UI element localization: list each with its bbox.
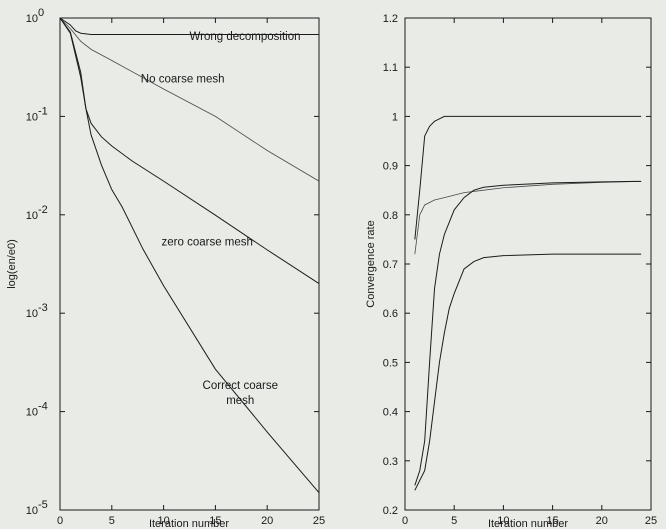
left-y-tick-label: 10	[26, 111, 38, 123]
left-series-group	[60, 18, 319, 493]
right-y-tick-label: 1.1	[383, 62, 398, 74]
left-annotation-label: Correct coarse	[203, 380, 278, 392]
right-plot-frame	[405, 18, 651, 510]
left-y-tick-exponent: 0	[38, 7, 44, 19]
right-series-group	[415, 116, 641, 490]
right-x-tick-label: 0	[402, 515, 408, 527]
left-y-tick-label: 10	[26, 210, 38, 222]
left-y-axis-label: log(en/e0)	[6, 239, 18, 289]
right-chart: 0 5 10 15 20 250.20.30.40.50.60.70.80.911.11.…	[365, 13, 657, 529]
right-ticks: 0 5 10 15 20 250.20.30.40.50.60.70.80.911.11.…	[383, 13, 657, 527]
left-plot-frame	[60, 18, 319, 510]
right-series-line-3	[415, 181, 641, 485]
left-y-tick-exponent: -2	[38, 204, 48, 216]
right-y-axis-label: Convergence rate	[365, 220, 377, 307]
left-series-line-4	[60, 18, 319, 493]
left-annotation-label: Wrong decomposition	[190, 31, 301, 43]
right-series-line-1	[415, 116, 641, 239]
right-series-line-4	[415, 254, 641, 490]
left-x-tick-label: 0	[57, 515, 63, 527]
right-y-tick-label: 0.8	[383, 210, 398, 222]
right-x-tick-label: 5	[451, 515, 457, 527]
left-y-tick-label: 10	[26, 13, 38, 25]
left-y-tick-exponent: -4	[38, 401, 48, 413]
left-annotation-label: No coarse mesh	[141, 74, 225, 86]
left-y-tick-label: 10	[26, 407, 38, 419]
right-y-tick-label: 0.3	[383, 456, 398, 468]
left-x-tick-label: 25	[313, 515, 325, 527]
left-x-tick-label: 5	[109, 515, 115, 527]
left-x-tick-label: 20	[261, 515, 273, 527]
left-x-axis-label: Iteration number	[149, 518, 229, 529]
left-y-tick-label: 10	[26, 308, 38, 320]
right-y-tick-label: 0.5	[383, 357, 398, 369]
right-y-tick-label: 1.2	[383, 13, 398, 25]
left-y-tick-exponent: -1	[38, 105, 48, 117]
right-y-tick-label: 0.9	[383, 161, 398, 173]
right-x-tick-label: 25	[645, 515, 657, 527]
right-x-axis-label: Iteration number	[488, 518, 568, 529]
left-y-tick-label: 10	[26, 505, 38, 517]
left-annotation-label: zero coarse mesh	[162, 236, 253, 248]
right-y-tick-label: 0.2	[383, 505, 398, 517]
left-y-tick-exponent: -3	[38, 302, 48, 314]
right-y-tick-label: 1	[392, 111, 398, 123]
right-y-tick-label: 0.6	[383, 308, 398, 320]
right-y-tick-label: 0.4	[383, 407, 398, 419]
right-x-tick-label: 20	[596, 515, 608, 527]
left-y-tick-exponent: -5	[38, 499, 48, 511]
left-annotation-label: mesh	[226, 395, 254, 407]
right-series-line-2	[415, 181, 641, 254]
right-y-tick-label: 0.7	[383, 259, 398, 271]
